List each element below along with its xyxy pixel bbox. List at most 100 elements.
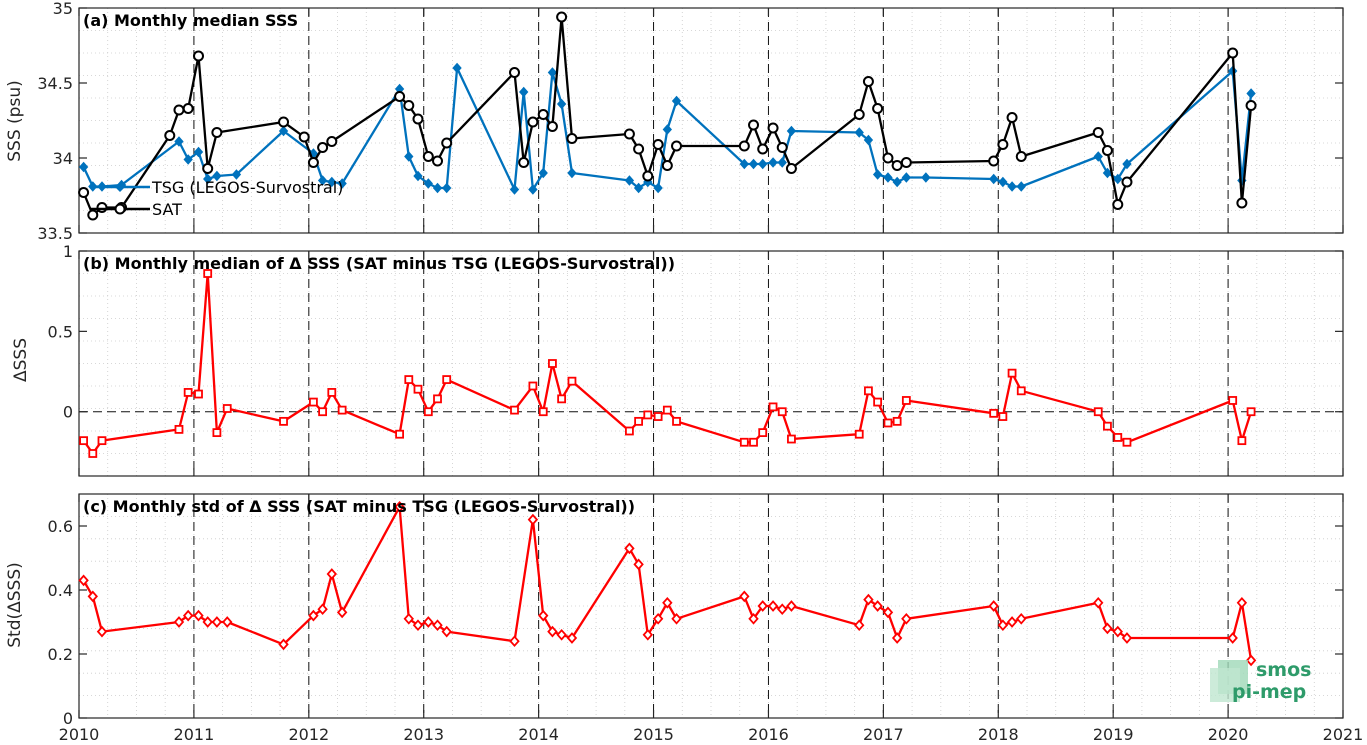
data-point: [767, 600, 779, 612]
data-point: [556, 628, 567, 641]
data-point: [412, 113, 424, 125]
data-point: [901, 172, 912, 183]
data-point: [1015, 151, 1027, 162]
data-point: [662, 596, 673, 609]
data-point: [642, 628, 654, 641]
panel-a-median-sss: 33.5 34 34.5 35: [37, 0, 1344, 243]
data-point: [892, 416, 902, 426]
data-point: [872, 169, 883, 180]
data-point: [634, 416, 644, 426]
data-point: [518, 157, 530, 168]
data-point: [989, 173, 999, 185]
data-point: [854, 127, 864, 138]
data-point: [527, 116, 539, 128]
data-point: [326, 568, 338, 580]
axes-box: [78, 7, 1344, 234]
data-point: [317, 603, 328, 616]
data-point: [546, 121, 558, 132]
data-point: [873, 397, 883, 407]
data-point: [1227, 47, 1239, 59]
data-point: [432, 619, 443, 632]
data-point: [901, 396, 911, 405]
data-point: [278, 125, 289, 137]
data-point: [891, 160, 903, 171]
data-point: [413, 170, 423, 182]
data-point: [1006, 616, 1018, 628]
data-point: [1228, 396, 1238, 405]
data-point: [1246, 88, 1256, 99]
panel-a-ylabel: SSS (psu): [5, 80, 25, 161]
data-point: [337, 405, 347, 415]
data-point: [1101, 145, 1113, 156]
data-point: [194, 389, 203, 399]
data-point: [1112, 199, 1124, 210]
data-point: [1113, 173, 1123, 185]
data-point: [193, 50, 205, 62]
data-point: [556, 11, 568, 23]
legend-tsg-marker: [115, 182, 125, 192]
data-point: [662, 405, 672, 415]
data-point: [183, 388, 193, 397]
panel-a-title: (a) Monthly median SSS: [83, 11, 298, 30]
data-point: [1122, 158, 1132, 170]
data-point: [395, 429, 404, 439]
data-point: [921, 172, 931, 183]
data-point: [854, 619, 865, 632]
data-point: [652, 139, 664, 150]
data-point: [423, 407, 433, 417]
data-point: [767, 122, 779, 134]
data-point: [203, 269, 213, 278]
xtick-label: 2010: [59, 725, 100, 744]
data-point: [653, 412, 663, 421]
data-point: [1092, 127, 1104, 138]
data-point: [1007, 368, 1017, 378]
data-point: [748, 158, 759, 170]
data-point: [1016, 181, 1026, 192]
ytick-label: 33.5: [37, 224, 73, 243]
data-point: [900, 157, 912, 168]
data-point: [758, 428, 768, 438]
data-point: [193, 609, 204, 622]
data-point: [537, 109, 549, 120]
data-point: [768, 157, 778, 168]
smos-pi-mep-logo: smos pi-mep: [1210, 659, 1311, 703]
data-point: [1093, 407, 1103, 417]
legend: TSG (LEGOS-Survostral) SAT: [90, 178, 343, 219]
data-point: [566, 133, 578, 144]
data-point: [1245, 654, 1257, 667]
data-point: [528, 184, 538, 195]
data-point: [164, 130, 176, 141]
data-point: [862, 76, 874, 87]
ytick-label: 34.5: [37, 74, 73, 93]
data-point: [318, 407, 328, 417]
data-point: [749, 437, 758, 447]
data-point: [183, 154, 193, 165]
data-point: [394, 500, 405, 513]
data-point: [901, 612, 912, 625]
data-point: [412, 619, 424, 632]
panel-b-ylabel: ΔSSS: [11, 338, 31, 382]
data-point: [891, 632, 903, 644]
data-point: [202, 163, 214, 174]
data-point: [1016, 612, 1027, 625]
data-point: [757, 600, 768, 612]
xtick-label: 2014: [518, 725, 559, 744]
data-point: [423, 178, 433, 189]
data-point: [441, 137, 453, 149]
data-point: [309, 397, 318, 407]
data-point: [652, 612, 664, 625]
xtick-label: 2019: [1093, 725, 1134, 744]
legend-sat-marker: [114, 203, 126, 215]
panel-b-title: (b) Monthly median of Δ SSS (SAT minus T…: [83, 254, 675, 273]
data-point: [882, 152, 894, 164]
data-point: [96, 625, 108, 638]
panel-c-std-delta: 0 0.2 0.4 0.6 2010 2011 2012 2013 2014 2015 2016 20…: [48, 493, 1363, 744]
data-point: [785, 163, 797, 174]
data-point: [748, 612, 759, 625]
data-point: [661, 160, 673, 171]
data-point: [403, 612, 414, 625]
data-point: [1103, 421, 1112, 431]
data-point: [662, 124, 673, 135]
ytick-label: 0.4: [48, 581, 73, 600]
data-point: [173, 616, 185, 628]
